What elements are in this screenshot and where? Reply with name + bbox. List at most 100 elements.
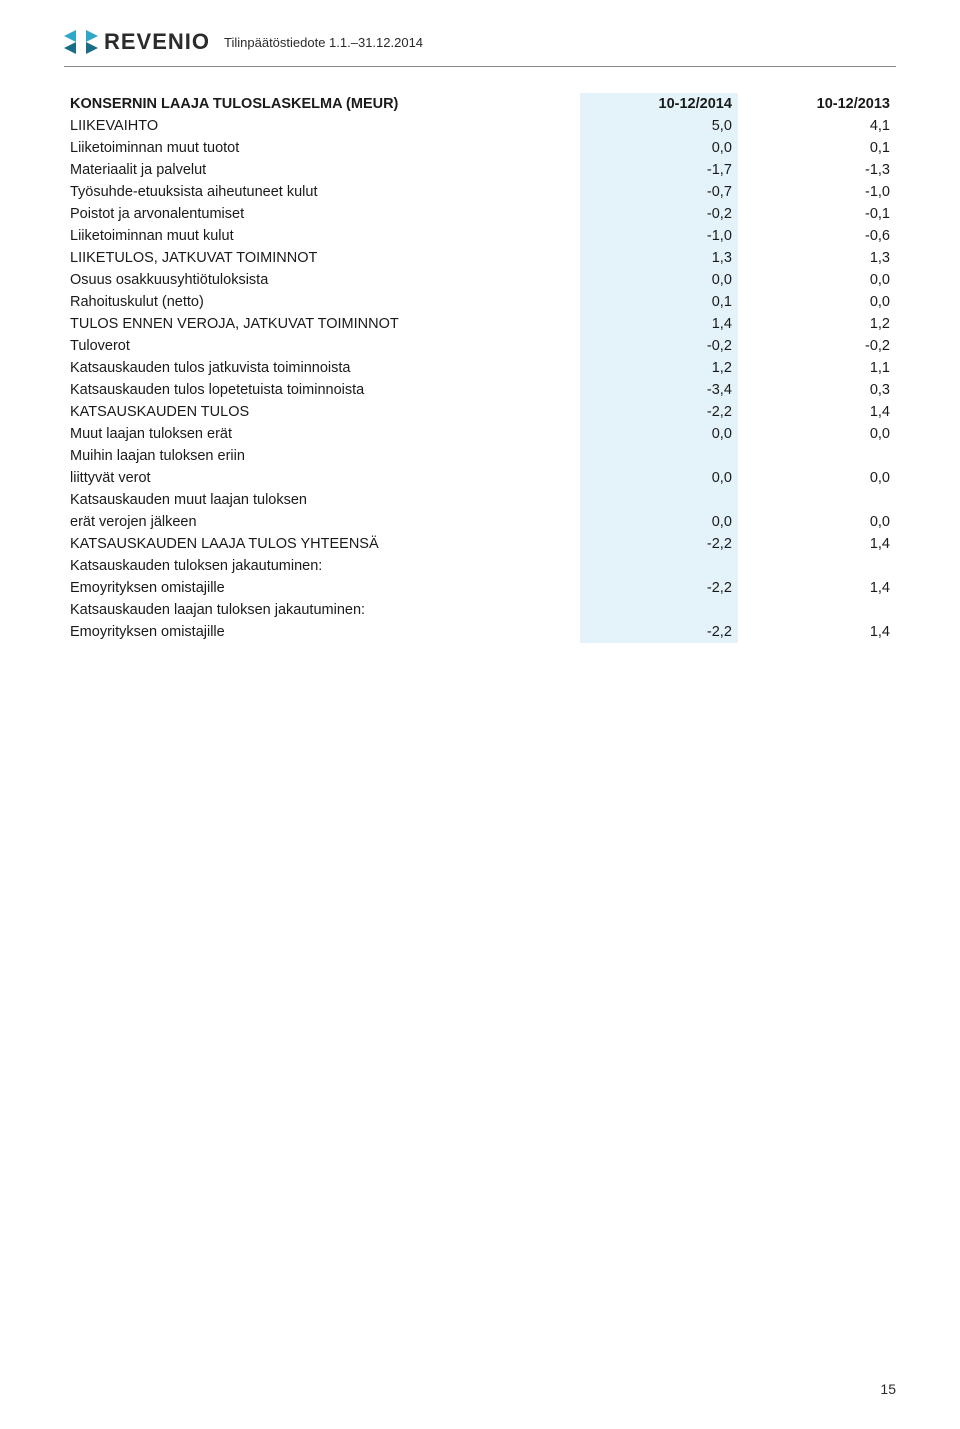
table-title: KONSERNIN LAAJA TULOSLASKELMA (MEUR): [64, 93, 580, 115]
row-value-period-1: 0,0: [580, 423, 738, 445]
row-label: Materiaalit ja palvelut: [64, 159, 580, 181]
row-value-period-2: 1,4: [738, 577, 896, 599]
row-value-period-1: -0,2: [580, 203, 738, 225]
row-value-period-1: -2,2: [580, 621, 738, 643]
row-value-period-2: 1,4: [738, 533, 896, 555]
row-label: Katsauskauden tulos lopetetuista toiminn…: [64, 379, 580, 401]
page-header: REVENIO Tilinpäätöstiedote 1.1.–31.12.20…: [64, 28, 896, 56]
row-value-period-2: 0,1: [738, 137, 896, 159]
table-row: LIIKEVAIHTO5,04,1: [64, 115, 896, 137]
row-label: Rahoituskulut (netto): [64, 291, 580, 313]
row-value-period-2: 1,4: [738, 621, 896, 643]
row-value-period-2: [738, 599, 896, 621]
row-value-period-2: [738, 445, 896, 467]
row-value-period-1: -0,7: [580, 181, 738, 203]
row-value-period-2: 1,4: [738, 401, 896, 423]
row-label: Osuus osakkuusyhtiötuloksista: [64, 269, 580, 291]
row-label: Emoyrityksen omistajille: [64, 577, 580, 599]
table-row: liittyvät verot0,00,0: [64, 467, 896, 489]
col-header-period-1: 10-12/2014: [580, 93, 738, 115]
row-value-period-2: 0,0: [738, 467, 896, 489]
row-label: LIIKETULOS, JATKUVAT TOIMINNOT: [64, 247, 580, 269]
row-value-period-2: 1,3: [738, 247, 896, 269]
table-row: KATSAUSKAUDEN LAAJA TULOS YHTEENSÄ-2,21,…: [64, 533, 896, 555]
table-row: Liiketoiminnan muut kulut-1,0-0,6: [64, 225, 896, 247]
table-row: Liiketoiminnan muut tuotot0,00,1: [64, 137, 896, 159]
document-meta: Tilinpäätöstiedote 1.1.–31.12.2014: [224, 35, 423, 50]
table-row: Muihin laajan tuloksen eriin: [64, 445, 896, 467]
table-row: Katsauskauden tuloksen jakautuminen:: [64, 555, 896, 577]
row-label: Katsauskauden muut laajan tuloksen: [64, 489, 580, 511]
table-row: KATSAUSKAUDEN TULOS-2,21,4: [64, 401, 896, 423]
row-label: Katsauskauden laajan tuloksen jakautumin…: [64, 599, 580, 621]
row-value-period-2: [738, 489, 896, 511]
table-row: Katsauskauden muut laajan tuloksen: [64, 489, 896, 511]
row-value-period-2: -0,2: [738, 335, 896, 357]
row-label: Liiketoiminnan muut kulut: [64, 225, 580, 247]
row-value-period-2: 4,1: [738, 115, 896, 137]
row-value-period-1: [580, 555, 738, 577]
table-row: LIIKETULOS, JATKUVAT TOIMINNOT1,31,3: [64, 247, 896, 269]
row-label: Emoyrityksen omistajille: [64, 621, 580, 643]
table-row: Katsauskauden tulos lopetetuista toiminn…: [64, 379, 896, 401]
row-value-period-1: 0,0: [580, 269, 738, 291]
row-value-period-2: 0,0: [738, 423, 896, 445]
table-row: TULOS ENNEN VEROJA, JATKUVAT TOIMINNOT 1,…: [64, 313, 896, 335]
row-value-period-1: 1,2: [580, 357, 738, 379]
row-value-period-1: [580, 489, 738, 511]
page-number: 15: [880, 1381, 896, 1397]
table-row: Rahoituskulut (netto)0,10,0: [64, 291, 896, 313]
row-value-period-1: 5,0: [580, 115, 738, 137]
row-value-period-2: -0,6: [738, 225, 896, 247]
table-row: Katsauskauden laajan tuloksen jakautumin…: [64, 599, 896, 621]
row-label: liittyvät verot: [64, 467, 580, 489]
row-value-period-1: [580, 445, 738, 467]
table-row: Muut laajan tuloksen erät0,00,0: [64, 423, 896, 445]
table-row: erät verojen jälkeen0,00,0: [64, 511, 896, 533]
row-value-period-1: 1,3: [580, 247, 738, 269]
row-label: Tuloverot: [64, 335, 580, 357]
row-label: KATSAUSKAUDEN TULOS: [64, 401, 580, 423]
row-label: Katsauskauden tulos jatkuvista toiminnoi…: [64, 357, 580, 379]
table-row: Emoyrityksen omistajille-2,21,4: [64, 577, 896, 599]
table-row: Työsuhde-etuuksista aiheutuneet kulut-0,…: [64, 181, 896, 203]
table-row: Katsauskauden tulos jatkuvista toiminnoi…: [64, 357, 896, 379]
row-value-period-2: 1,2: [738, 313, 896, 335]
row-value-period-1: -2,2: [580, 577, 738, 599]
row-value-period-2: -0,1: [738, 203, 896, 225]
brand-name: REVENIO: [104, 29, 210, 55]
row-label: Poistot ja arvonalentumiset: [64, 203, 580, 225]
row-label: Muut laajan tuloksen erät: [64, 423, 580, 445]
table-row: Osuus osakkuusyhtiötuloksista0,00,0: [64, 269, 896, 291]
row-value-period-2: -1,3: [738, 159, 896, 181]
income-statement-table: KONSERNIN LAAJA TULOSLASKELMA (MEUR) 10-…: [64, 93, 896, 643]
table-row: Materiaalit ja palvelut-1,7-1,3: [64, 159, 896, 181]
row-label: TULOS ENNEN VEROJA, JATKUVAT TOIMINNOT: [64, 313, 580, 335]
row-value-period-1: -3,4: [580, 379, 738, 401]
header-divider: [64, 66, 896, 67]
row-value-period-1: -1,0: [580, 225, 738, 247]
brand-icon: [64, 28, 98, 56]
row-value-period-1: -2,2: [580, 401, 738, 423]
row-label: LIIKEVAIHTO: [64, 115, 580, 137]
row-value-period-1: 0,0: [580, 467, 738, 489]
row-label: Muihin laajan tuloksen eriin: [64, 445, 580, 467]
row-label: erät verojen jälkeen: [64, 511, 580, 533]
table-row: Emoyrityksen omistajille-2,21,4: [64, 621, 896, 643]
row-value-period-2: 0,3: [738, 379, 896, 401]
brand-logo: REVENIO: [64, 28, 210, 56]
row-value-period-1: -1,7: [580, 159, 738, 181]
row-label: KATSAUSKAUDEN LAAJA TULOS YHTEENSÄ: [64, 533, 580, 555]
row-value-period-1: [580, 599, 738, 621]
row-value-period-1: -0,2: [580, 335, 738, 357]
row-value-period-2: 0,0: [738, 269, 896, 291]
table-row: Poistot ja arvonalentumiset-0,2-0,1: [64, 203, 896, 225]
row-value-period-1: 0,1: [580, 291, 738, 313]
row-value-period-2: 1,1: [738, 357, 896, 379]
row-label: Katsauskauden tuloksen jakautuminen:: [64, 555, 580, 577]
row-label: Liiketoiminnan muut tuotot: [64, 137, 580, 159]
row-value-period-2: 0,0: [738, 291, 896, 313]
row-value-period-1: 0,0: [580, 511, 738, 533]
col-header-period-2: 10-12/2013: [738, 93, 896, 115]
row-value-period-1: 0,0: [580, 137, 738, 159]
